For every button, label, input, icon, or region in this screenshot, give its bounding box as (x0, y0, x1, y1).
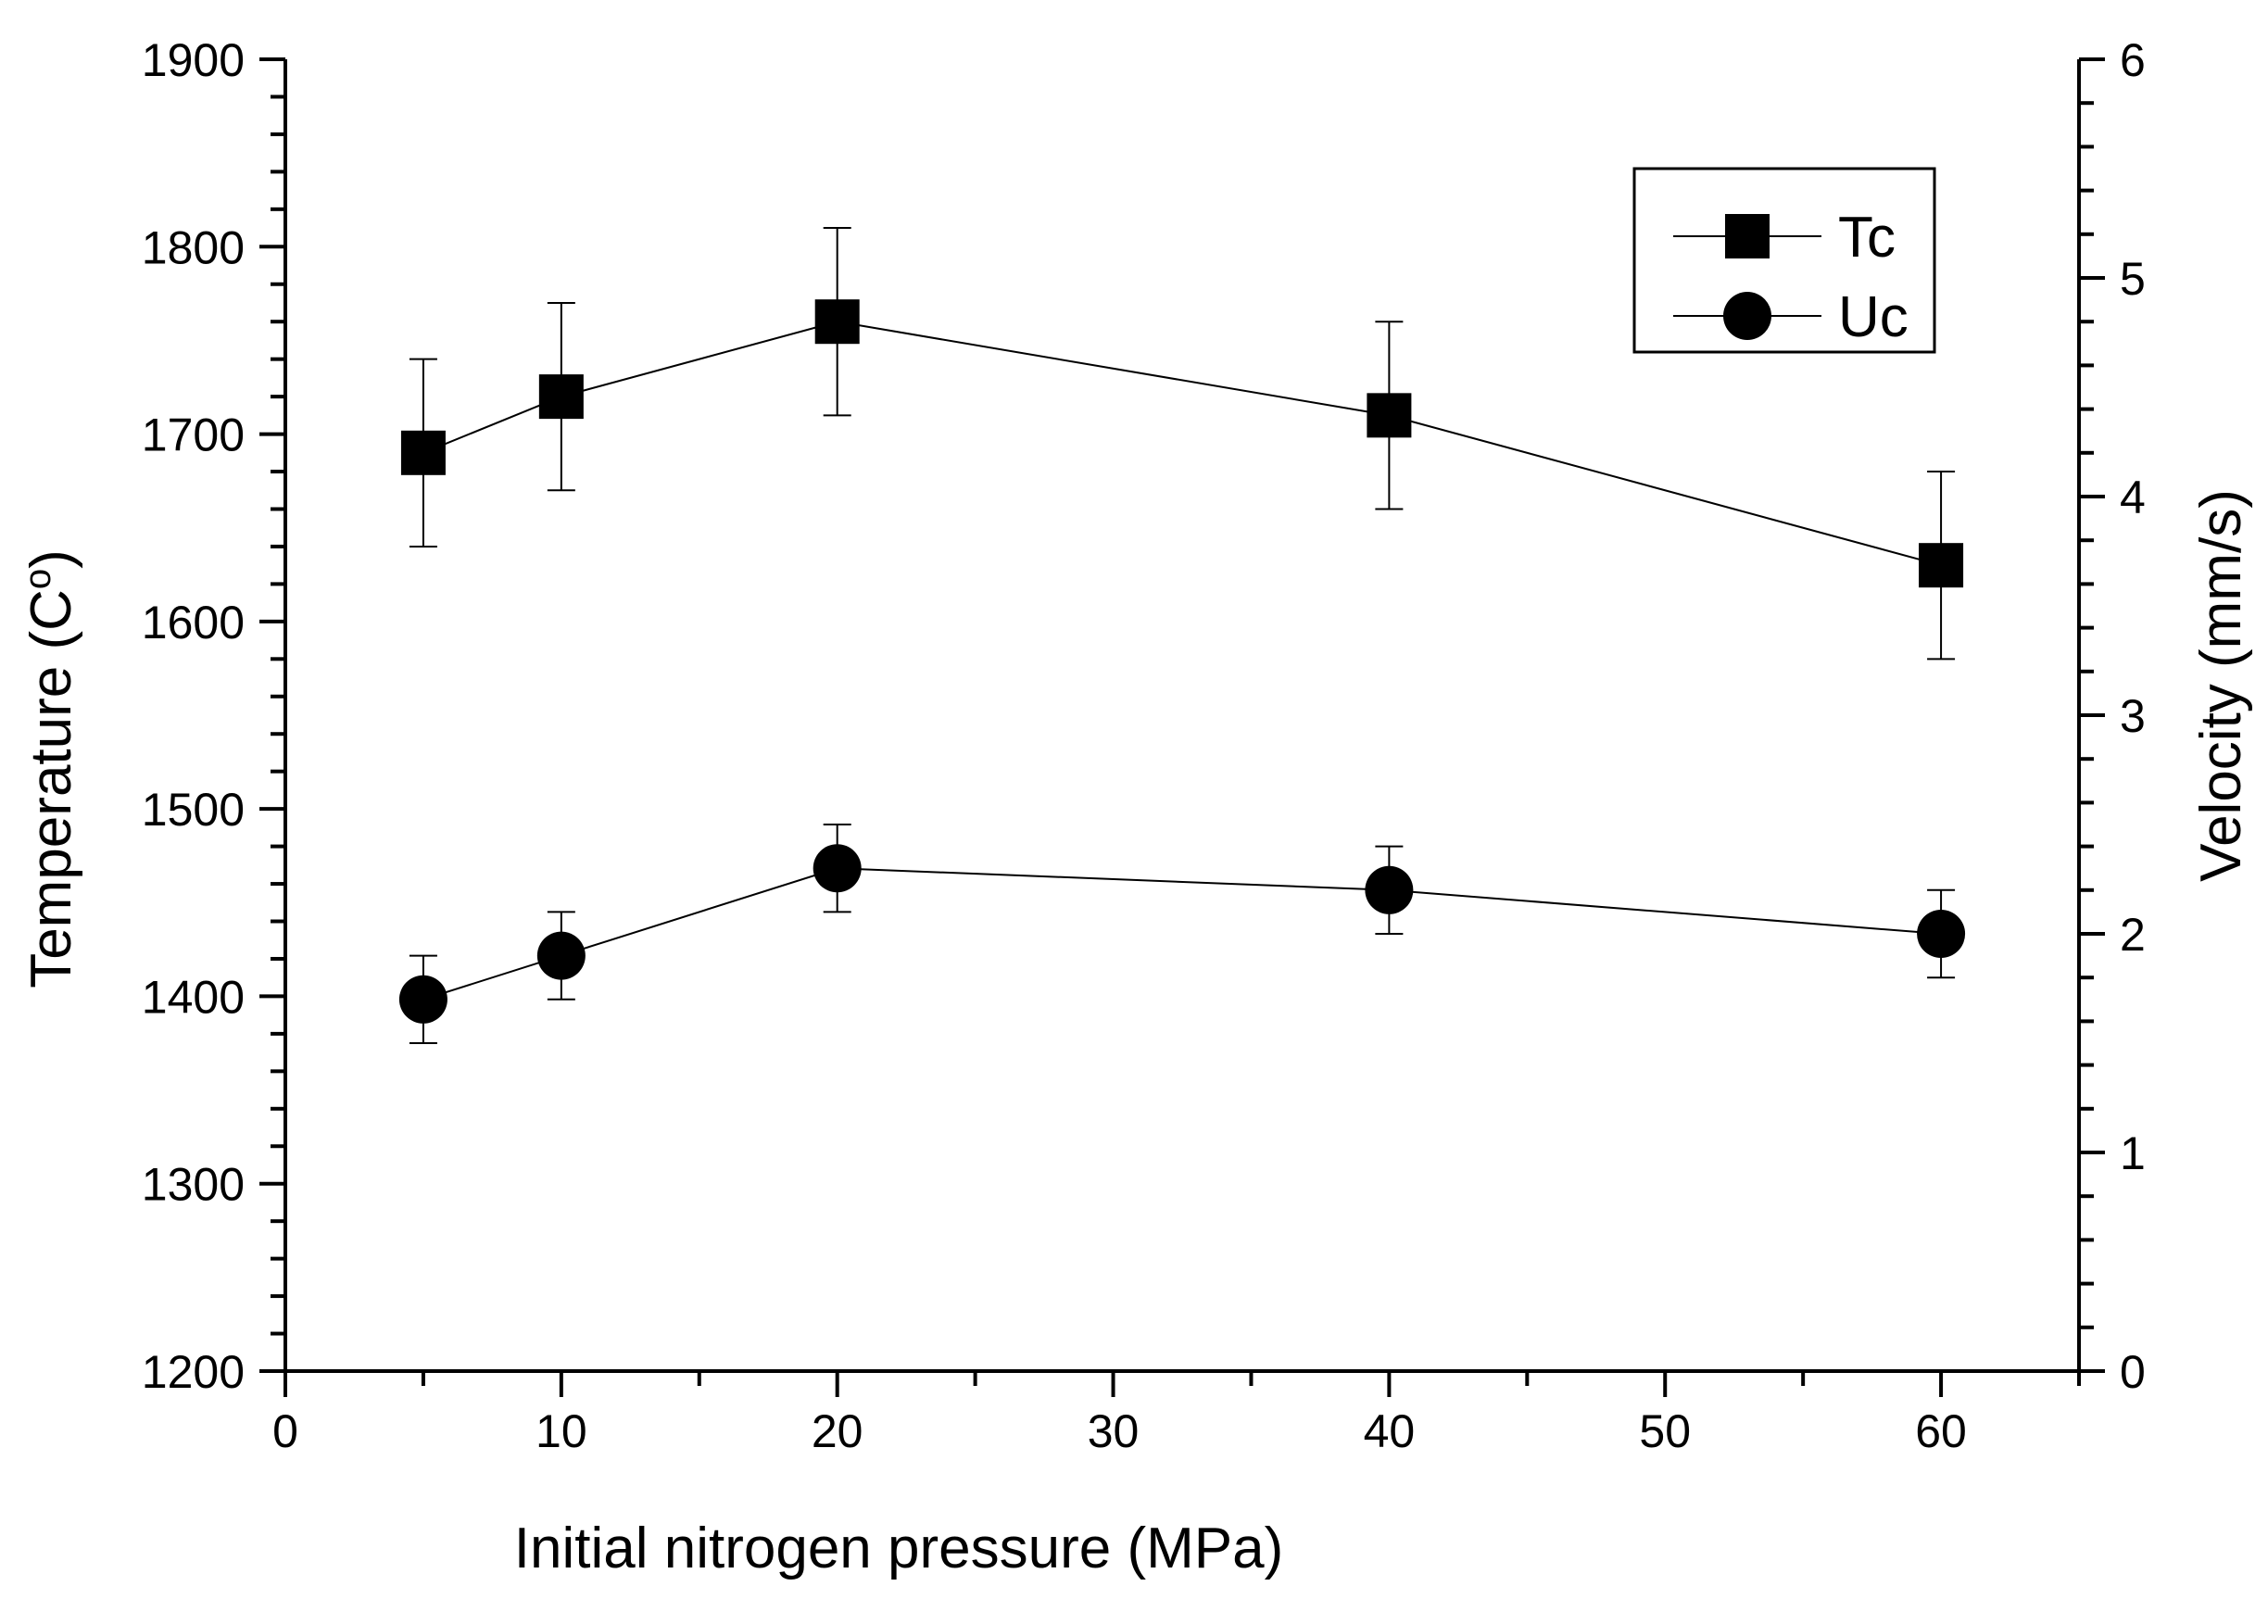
point-tc (538, 374, 584, 420)
point-uc (813, 844, 862, 893)
point-tc (814, 299, 860, 345)
y-axis-left-title-end: ) (19, 549, 83, 569)
x-axis-title: Initial nitrogen pressure (MPa) (514, 1517, 1283, 1580)
y-left-tick-label: 1700 (142, 409, 245, 461)
point-uc (536, 931, 586, 980)
y-left-tick-label: 1400 (142, 971, 245, 1023)
y-right-tick-label: 1 (2120, 1127, 2146, 1179)
series-uc (398, 824, 1966, 1044)
point-uc (1917, 910, 1966, 958)
x-tick-label: 20 (812, 1405, 863, 1457)
y-right-tick-label: 0 (2120, 1346, 2146, 1398)
legend-label-uc: Uc (1838, 285, 1909, 349)
y-axis-left-title-degree: o (18, 569, 58, 589)
x-tick-label: 50 (1639, 1405, 1691, 1457)
series-line-uc (422, 867, 1942, 1001)
y-left-tick-label: 1300 (142, 1159, 245, 1211)
point-uc (398, 975, 447, 1024)
series (398, 227, 1966, 1044)
x-tick-label: 10 (536, 1405, 587, 1457)
series-tc (400, 227, 1964, 661)
y-axis-left-title-base: Temperature (C (19, 589, 83, 988)
point-tc (1919, 543, 1964, 588)
y-right-tick-label: 6 (2120, 34, 2146, 86)
y-left-tick-label: 1800 (142, 221, 245, 273)
y-left-tick-label: 1900 (142, 34, 245, 86)
x-tick-label: 0 (272, 1405, 298, 1457)
x-tick-label: 30 (1088, 1405, 1140, 1457)
y-left-tick-label: 1600 (142, 597, 245, 648)
legend-label-tc: Tc (1838, 206, 1896, 270)
point-uc (1365, 865, 1414, 914)
legend-marker-tc (1725, 214, 1770, 258)
legend: Tc Uc (1632, 167, 1936, 354)
y-axis-left-title: Temperature (Co) (18, 549, 83, 988)
legend-box (1632, 167, 1936, 354)
y-right-tick-label: 5 (2120, 253, 2146, 305)
x-tick-label: 40 (1364, 1405, 1416, 1457)
y-left-tick-label: 1500 (142, 784, 245, 836)
y-right-tick-label: 2 (2120, 909, 2146, 961)
x-tick-label: 60 (1915, 1405, 1967, 1457)
legend-marker-uc (1723, 292, 1771, 340)
y-right-tick-label: 4 (2120, 472, 2146, 523)
y-right-tick-label: 3 (2120, 690, 2146, 742)
point-tc (400, 430, 446, 475)
y-axis-right-title: Velocity (mm/s) (2189, 489, 2253, 882)
point-tc (1367, 393, 1412, 438)
y-left-tick-label: 1200 (142, 1346, 245, 1398)
ticks: 0 10 20 30 40 50 60120013001400150016001700180… (142, 34, 2146, 1457)
series-line-tc (422, 321, 1942, 567)
